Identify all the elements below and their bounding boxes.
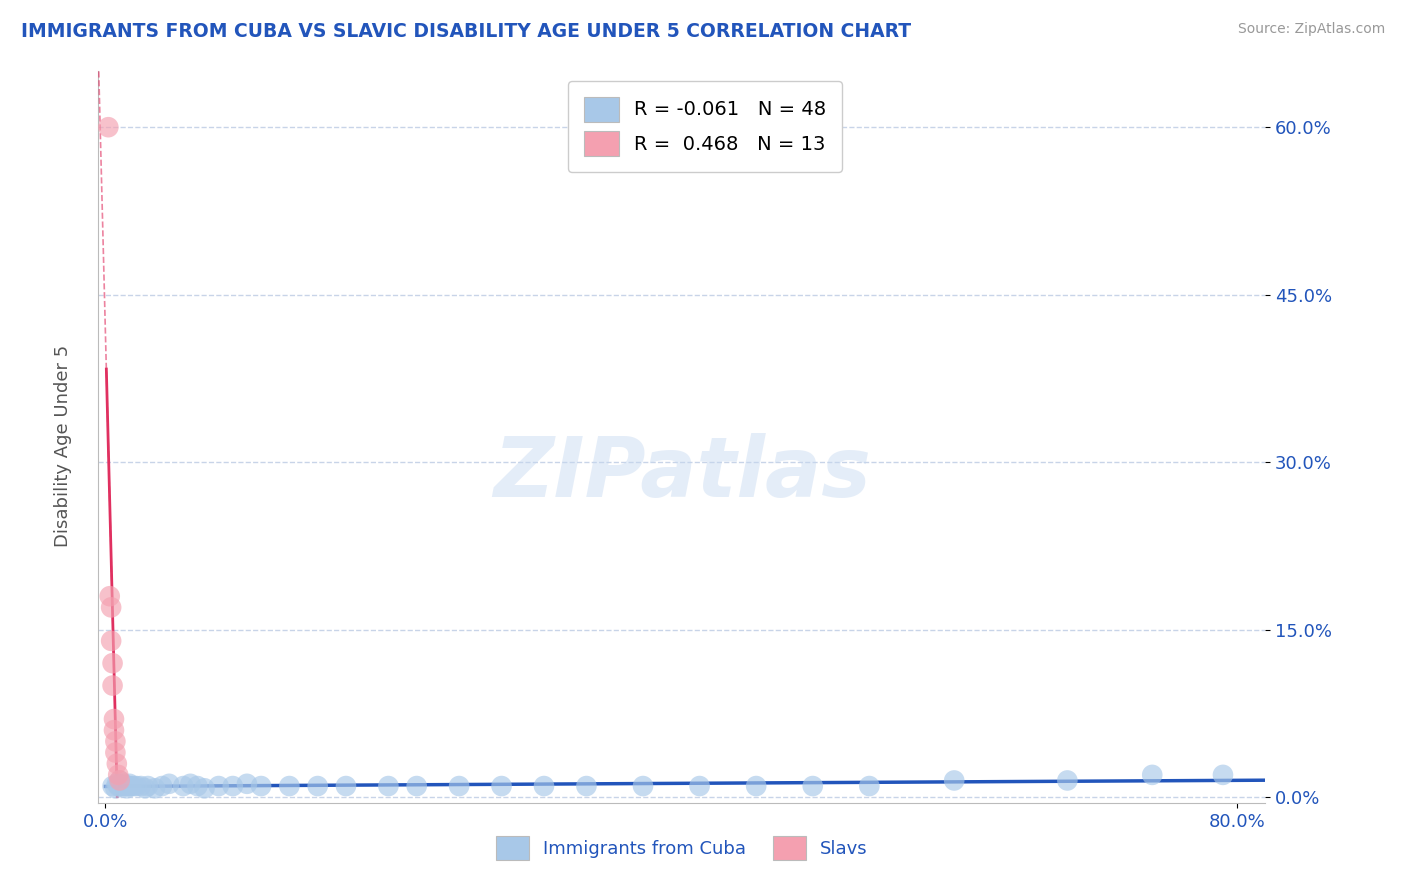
Point bbox=[104, 781, 127, 796]
Point bbox=[134, 781, 156, 796]
Point bbox=[689, 779, 711, 793]
Point bbox=[108, 773, 131, 788]
Point bbox=[335, 779, 357, 793]
Point bbox=[107, 768, 129, 782]
Point bbox=[136, 779, 159, 793]
Point bbox=[105, 756, 128, 771]
Text: IMMIGRANTS FROM CUBA VS SLAVIC DISABILITY AGE UNDER 5 CORRELATION CHART: IMMIGRANTS FROM CUBA VS SLAVIC DISABILIT… bbox=[21, 22, 911, 41]
Point bbox=[405, 779, 427, 793]
Point bbox=[172, 779, 194, 793]
Point bbox=[533, 779, 555, 793]
Point bbox=[104, 746, 127, 760]
Point bbox=[97, 120, 120, 135]
Point bbox=[143, 781, 166, 796]
Point bbox=[377, 779, 399, 793]
Point bbox=[98, 589, 121, 603]
Point bbox=[222, 779, 245, 793]
Point bbox=[491, 779, 513, 793]
Point bbox=[208, 779, 231, 793]
Point bbox=[100, 633, 122, 648]
Point bbox=[108, 779, 131, 793]
Point bbox=[117, 779, 139, 793]
Point bbox=[157, 777, 180, 791]
Point bbox=[100, 600, 122, 615]
Point bbox=[114, 779, 136, 793]
Point bbox=[118, 777, 141, 791]
Point bbox=[120, 779, 142, 793]
Point bbox=[107, 779, 129, 793]
Point bbox=[250, 779, 273, 793]
Point bbox=[101, 657, 124, 671]
Point bbox=[122, 779, 145, 793]
Point bbox=[101, 679, 124, 693]
Point bbox=[129, 779, 152, 793]
Point bbox=[745, 779, 768, 793]
Point bbox=[186, 779, 208, 793]
Point bbox=[1212, 768, 1234, 782]
Point bbox=[179, 777, 201, 791]
Point bbox=[108, 773, 131, 788]
Point bbox=[150, 779, 173, 793]
Text: Source: ZipAtlas.com: Source: ZipAtlas.com bbox=[1237, 22, 1385, 37]
Point bbox=[307, 779, 329, 793]
Point bbox=[236, 777, 259, 791]
Point bbox=[112, 777, 135, 791]
Legend: Immigrants from Cuba, Slavs: Immigrants from Cuba, Slavs bbox=[489, 830, 875, 867]
Text: ZIPatlas: ZIPatlas bbox=[494, 434, 870, 514]
Point bbox=[103, 723, 125, 738]
Point bbox=[115, 781, 138, 796]
Point bbox=[111, 779, 134, 793]
Point bbox=[193, 781, 215, 796]
Point bbox=[449, 779, 471, 793]
Point bbox=[125, 779, 148, 793]
Point bbox=[103, 712, 125, 726]
Point bbox=[858, 779, 880, 793]
Point bbox=[575, 779, 598, 793]
Point bbox=[278, 779, 301, 793]
Point bbox=[943, 773, 966, 788]
Point bbox=[631, 779, 654, 793]
Point bbox=[105, 777, 128, 791]
Point bbox=[1056, 773, 1078, 788]
Text: Disability Age Under 5: Disability Age Under 5 bbox=[55, 345, 72, 547]
Point bbox=[104, 734, 127, 748]
Point bbox=[108, 777, 131, 791]
Point bbox=[801, 779, 824, 793]
Point bbox=[1142, 768, 1164, 782]
Point bbox=[101, 779, 124, 793]
